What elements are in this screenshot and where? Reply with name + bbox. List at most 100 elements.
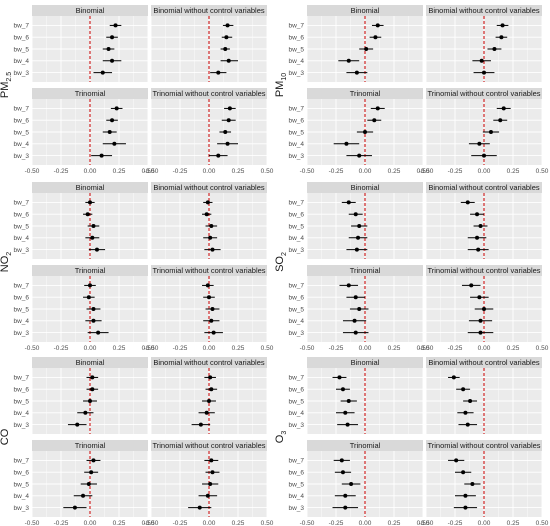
estimate-point <box>353 212 358 217</box>
estimate-point <box>210 247 215 252</box>
estimate-point <box>205 200 210 205</box>
estimate-point <box>344 141 349 146</box>
estimate-point <box>204 212 209 217</box>
y-axis-label: PM10 <box>274 73 288 97</box>
estimate-point <box>216 153 221 158</box>
category-tick-label: bw_4 <box>288 58 304 65</box>
category-tick-label: bw_6 <box>288 295 304 302</box>
panel-strip <box>32 5 148 16</box>
estimate-point <box>90 235 95 240</box>
estimate-point <box>354 70 359 75</box>
category-tick-label: bw_6 <box>13 212 29 219</box>
category-tick-label: bw_7 <box>13 283 29 290</box>
panel-binomial: Binomial bw_7 bw_6 bw_5 bw_4 bw_3 <box>288 182 424 259</box>
y-axis-label-subscript: 2.5 <box>6 72 13 82</box>
panel-strip <box>426 265 542 276</box>
x-tick-label: -0.50 <box>419 168 434 175</box>
estimate-point <box>476 247 481 252</box>
estimate-point <box>89 470 94 475</box>
estimate-point <box>91 318 96 323</box>
estimate-point <box>114 106 119 111</box>
panel-strip <box>307 88 423 99</box>
panel-strip <box>307 357 423 368</box>
estimate-point <box>482 307 486 311</box>
y-axis-label: O3 <box>274 431 288 444</box>
category-tick-label: bw_7 <box>13 458 29 465</box>
estimate-point <box>88 399 92 403</box>
estimate-point <box>349 482 354 486</box>
panel-binomial-noctrl: Binomial without control variables <box>425 357 543 434</box>
estimate-point <box>339 458 344 463</box>
panel-binomial: Binomial bw_7 bw_6 bw_5 bw_4 bw_3 <box>13 357 149 434</box>
x-tick-label: -0.50 <box>419 345 434 352</box>
panel-trinomial-noctrl: Trinomial without control variables -0.50… <box>144 265 274 352</box>
panel-title: Binomial <box>76 358 105 367</box>
x-tick-label: 0.25 <box>507 345 520 352</box>
panel-binomial: Binomial bw_7 bw_6 bw_5 bw_4 bw_3 <box>288 357 424 434</box>
y-axis-label-main: PM <box>0 82 11 99</box>
x-tick-label: 0.00 <box>84 345 97 352</box>
x-tick-label: -0.50 <box>25 345 40 352</box>
estimate-point <box>477 295 482 300</box>
estimate-point <box>488 130 493 134</box>
x-tick-label: 0.25 <box>388 168 401 175</box>
estimate-point <box>216 70 221 75</box>
x-tick-label: 0.00 <box>359 168 372 175</box>
estimate-point <box>86 482 91 486</box>
category-tick-label: bw_6 <box>288 35 304 42</box>
estimate-point <box>357 153 362 158</box>
panel-strip <box>32 357 148 368</box>
estimate-point <box>501 106 506 111</box>
panel-title: Trinomial without control variables <box>427 441 540 450</box>
chart-pm25: PM2.5Binomialbw_7bw_6bw_5bw_4bw_3Binomia… <box>0 5 274 175</box>
category-tick-label: bw_6 <box>288 387 304 394</box>
estimate-point <box>112 141 117 146</box>
x-tick-label: -0.50 <box>419 520 434 526</box>
panel-strip <box>151 440 267 451</box>
estimate-point <box>223 47 228 51</box>
estimate-point <box>478 224 483 228</box>
estimate-point <box>500 23 505 28</box>
estimate-point <box>469 283 474 288</box>
panel-strip <box>151 88 267 99</box>
panel-title: Trinomial without control variables <box>427 89 540 98</box>
estimate-point <box>346 399 351 403</box>
estimate-point <box>110 35 115 40</box>
category-tick-label: bw_4 <box>13 58 29 65</box>
panel-title: Trinomial <box>75 89 106 98</box>
estimate-point <box>478 330 483 335</box>
y-axis-label-main: NO <box>0 255 11 272</box>
estimate-point <box>353 295 358 300</box>
category-tick-label: bw_6 <box>288 118 304 125</box>
estimate-point <box>340 387 345 392</box>
panel-binomial: Binomial bw_7 bw_6 bw_5 bw_4 bw_3 <box>13 182 149 259</box>
estimate-point <box>197 505 202 510</box>
x-tick-label: 0.00 <box>84 168 97 175</box>
estimate-point <box>357 307 362 311</box>
panel-trinomial: Trinomial bw_7 bw_6 bw_5 bw_4 bw_3 -0.50 -0.25 0… <box>13 440 155 526</box>
estimate-point <box>90 375 95 380</box>
panel-trinomial-noctrl: Trinomial without control variables -0.50… <box>419 440 549 526</box>
x-tick-label: 0.00 <box>203 520 216 526</box>
panel-strip <box>151 5 267 16</box>
x-tick-label: 0.25 <box>388 345 401 352</box>
category-tick-label: bw_6 <box>13 295 29 302</box>
panel-title: Binomial <box>76 183 105 192</box>
x-tick-label: 0.50 <box>261 168 274 175</box>
estimate-point <box>204 410 209 415</box>
category-tick-label: bw_6 <box>13 35 29 42</box>
category-tick-label: bw_3 <box>288 153 304 160</box>
category-tick-label: bw_7 <box>288 106 304 113</box>
estimate-point <box>209 387 214 392</box>
estimate-point <box>346 200 351 205</box>
estimate-point <box>96 330 101 335</box>
estimate-point <box>205 283 210 288</box>
category-tick-label: bw_3 <box>13 153 29 160</box>
x-tick-label: 0.00 <box>203 345 216 352</box>
category-tick-label: bw_6 <box>288 212 304 219</box>
y-axis-label-subscript: 3 <box>281 431 288 435</box>
x-tick-label: 0.25 <box>388 520 401 526</box>
category-tick-label: bw_5 <box>288 398 304 405</box>
estimate-point <box>208 375 213 380</box>
category-tick-label: bw_5 <box>13 46 29 53</box>
